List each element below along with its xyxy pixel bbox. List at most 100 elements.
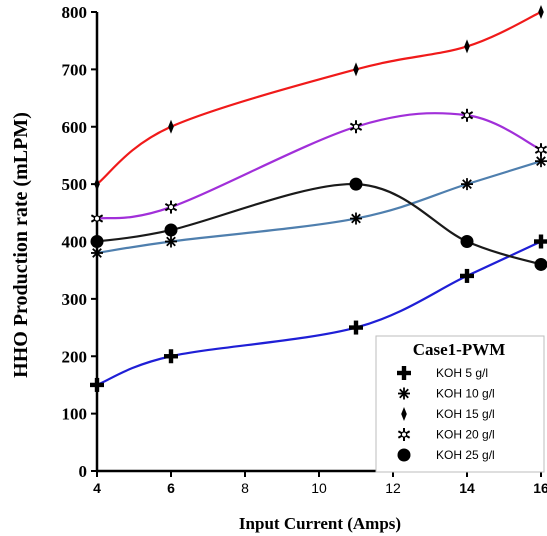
marker-part — [397, 448, 411, 462]
marker-part — [538, 234, 544, 249]
legend-marker — [401, 407, 407, 421]
marker-part — [353, 320, 359, 335]
marker-part — [94, 377, 100, 392]
marker-part — [353, 62, 359, 77]
legend-item: KOH 10 g/l — [398, 387, 495, 401]
y-tick-label: 300 — [62, 290, 88, 309]
y-tick-label: 800 — [62, 3, 88, 22]
legend-item: KOH 20 g/l — [397, 428, 495, 442]
legend-item: KOH 15 g/l — [401, 407, 495, 421]
legend-marker — [398, 387, 410, 400]
data-point — [90, 235, 104, 248]
marker-part — [352, 123, 360, 130]
marker-part — [400, 431, 408, 438]
y-tick-label: 500 — [62, 175, 88, 194]
y-tick-label: 700 — [62, 60, 88, 79]
marker-part — [460, 235, 474, 248]
legend-marker — [397, 448, 411, 462]
marker-part — [90, 235, 104, 248]
y-tick-label: 200 — [62, 347, 88, 366]
data-point — [168, 119, 174, 134]
x-tick-label: 6 — [167, 480, 175, 496]
marker-part — [464, 268, 470, 283]
marker-part — [462, 179, 472, 190]
marker-part — [351, 213, 361, 224]
marker-part — [92, 248, 102, 258]
data-point — [164, 349, 178, 364]
data-point — [94, 177, 100, 192]
data-point — [464, 39, 470, 54]
marker-part — [401, 366, 407, 380]
data-point — [538, 5, 544, 19]
ticks: 0 100 200 300 400 500 600 700 800 4 6 8 10 12 14 16 — [62, 3, 547, 496]
data-point — [349, 320, 363, 335]
legend-label: KOH 10 g/l — [436, 387, 495, 401]
y-tick-label: 400 — [62, 233, 88, 252]
x-tick-label: 8 — [241, 480, 249, 496]
data-point — [90, 212, 104, 226]
data-point — [353, 62, 359, 77]
x-tick-label: 10 — [311, 480, 327, 496]
series-4 — [90, 108, 547, 226]
y-tick-label: 600 — [62, 118, 88, 137]
data-point — [461, 178, 473, 191]
data-point — [350, 212, 362, 225]
series-1 — [90, 234, 547, 392]
series-line — [96, 112, 542, 220]
data-point — [90, 377, 104, 392]
data-point — [460, 268, 474, 283]
x-tick-label: 14 — [459, 480, 475, 496]
marker-part — [349, 177, 363, 191]
marker-part — [167, 203, 175, 211]
legend-title: Case1-PWM — [413, 340, 506, 359]
data-point — [349, 120, 363, 134]
x-tick-label: 16 — [533, 480, 547, 496]
marker-part — [463, 112, 471, 119]
series-2 — [91, 155, 547, 259]
marker-part — [538, 5, 544, 19]
series-line — [96, 11, 542, 185]
data-point — [164, 200, 178, 214]
data-point — [460, 235, 474, 248]
data-point — [534, 234, 547, 249]
legend-marker — [397, 428, 411, 441]
marker-part — [164, 223, 178, 237]
marker-part — [94, 177, 100, 192]
marker-part — [537, 146, 545, 153]
legend-item: KOH 25 g/l — [397, 448, 495, 462]
marker-part — [464, 39, 470, 54]
legend-label: KOH 15 g/l — [436, 407, 495, 421]
x-tick-label: 12 — [385, 480, 401, 496]
series-5 — [90, 177, 547, 271]
marker-part — [168, 119, 174, 134]
legend-marker — [397, 366, 411, 380]
marker-part — [93, 215, 101, 222]
y-axis-title: HHO Production rate (mLPM) — [10, 112, 32, 378]
data-point — [535, 155, 547, 168]
legend-label: KOH 5 g/l — [436, 366, 488, 380]
y-tick-label: 0 — [79, 462, 88, 481]
marker-part — [536, 156, 546, 167]
data-point — [534, 257, 547, 271]
data-point — [164, 223, 178, 237]
legend-label: KOH 25 g/l — [436, 448, 495, 462]
data-point — [460, 108, 474, 122]
y-tick-label: 100 — [62, 405, 88, 424]
data-point — [349, 177, 363, 191]
series-line — [96, 160, 542, 255]
legend-items: KOH 5 g/l KOH 10 g/l KOH 15 g/l KOH 20 g/l K… — [397, 366, 495, 462]
marker-part — [401, 407, 407, 421]
data-point — [91, 246, 103, 259]
legend-label: KOH 20 g/l — [436, 428, 495, 442]
x-tick-label: 4 — [93, 480, 101, 496]
series-3 — [94, 5, 544, 192]
series-layer — [90, 5, 547, 392]
marker-part — [168, 349, 174, 364]
marker-part — [166, 236, 176, 247]
legend-item: KOH 5 g/l — [397, 366, 488, 380]
x-axis-title: Input Current (Amps) — [239, 514, 401, 533]
marker-part — [399, 388, 409, 399]
marker-part — [534, 257, 547, 271]
